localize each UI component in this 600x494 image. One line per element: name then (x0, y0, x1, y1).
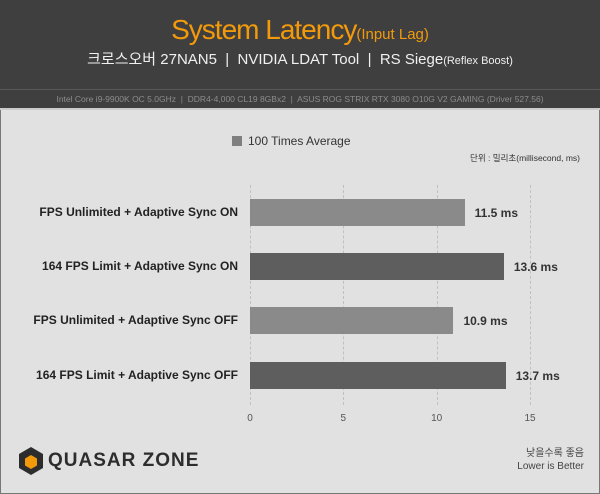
data-label: 10.9 ms (463, 314, 508, 328)
title-main: System Latency (171, 14, 357, 45)
x-tick-label: 0 (247, 413, 253, 424)
bar (250, 253, 504, 280)
gridline (530, 185, 531, 405)
data-label: 13.6 ms (513, 260, 558, 274)
gridline (436, 185, 438, 405)
data-label: 11.5 ms (474, 206, 519, 220)
gridline (343, 185, 345, 405)
logo-text: QUASAR ZONE (48, 450, 200, 471)
bar (250, 199, 465, 226)
subtitle-suffix: (Reflex Boost) (443, 55, 513, 67)
x-tick-label: 15 (524, 413, 536, 424)
legend: 100 Times Average (232, 134, 351, 148)
legend-swatch (232, 136, 242, 146)
unit-label: 단위 : 밀리초(millisecond, ms) (470, 153, 580, 163)
header: System Latency(Input Lag) 크로스오버 27NAN5 |… (0, 0, 600, 90)
note-korean: 낮을수록 좋음 (526, 448, 584, 459)
data-label: 13.7 ms (515, 369, 560, 383)
x-tick-label: 10 (431, 413, 443, 424)
bar (250, 362, 506, 389)
logo-hexagon-icon (19, 447, 43, 475)
category-label: 164 FPS Limit + Adaptive Sync ON (42, 259, 238, 273)
category-label: FPS Unlimited + Adaptive Sync ON (39, 205, 238, 219)
x-tick-label: 5 (340, 413, 347, 424)
category-label: FPS Unlimited + Adaptive Sync OFF (33, 313, 238, 327)
legend-label: 100 Times Average (248, 134, 351, 148)
title-suffix: (Input Lag) (356, 26, 429, 43)
footer-note: 낮을수록 좋음 Lower is Better (517, 447, 584, 473)
subtitle-main: 크로스오버 27NAN5 | NVIDIA LDAT Tool | RS Sie… (87, 51, 444, 68)
system-specs: Intel Core i9-9900K OC 5.0GHz | DDR4-4,0… (0, 90, 600, 110)
note-english: Lower is Better (517, 461, 584, 472)
bar (250, 307, 454, 334)
category-label: 164 FPS Limit + Adaptive Sync OFF (36, 368, 238, 382)
gridline (250, 185, 251, 405)
quasarzone-logo: QUASAR ZONE (18, 446, 199, 476)
chart-subtitle: 크로스오버 27NAN5 | NVIDIA LDAT Tool | RS Sie… (0, 48, 600, 69)
chart-title: System Latency(Input Lag) (0, 14, 600, 46)
